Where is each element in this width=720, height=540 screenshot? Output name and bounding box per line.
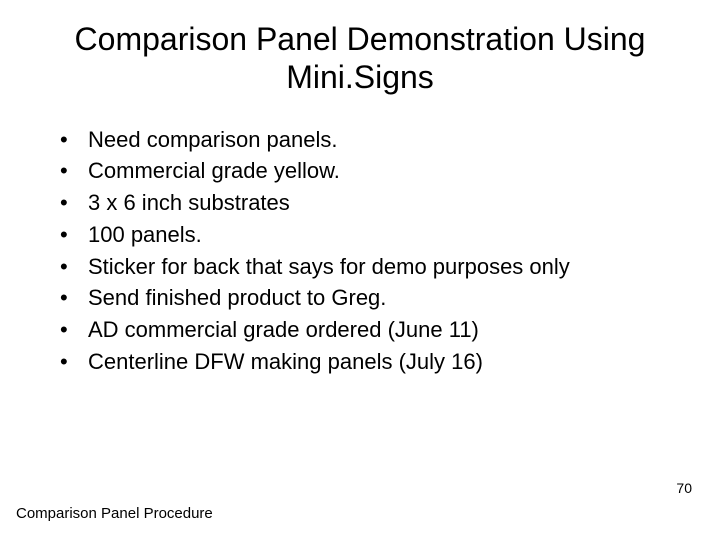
- list-item: 100 panels.: [60, 220, 680, 250]
- list-item: Send finished product to Greg.: [60, 283, 680, 313]
- page-number: 70: [676, 480, 692, 496]
- list-item: Centerline DFW making panels (July 16): [60, 347, 680, 377]
- list-item: Sticker for back that says for demo purp…: [60, 252, 680, 282]
- slide-title: Comparison Panel Demonstration Using Min…: [40, 20, 680, 97]
- list-item: 3 x 6 inch substrates: [60, 188, 680, 218]
- bullet-list: Need comparison panels. Commercial grade…: [40, 125, 680, 377]
- slide-container: Comparison Panel Demonstration Using Min…: [0, 0, 720, 540]
- list-item: Commercial grade yellow.: [60, 156, 680, 186]
- list-item: AD commercial grade ordered (June 11): [60, 315, 680, 345]
- footer-text: Comparison Panel Procedure: [16, 505, 213, 522]
- list-item: Need comparison panels.: [60, 125, 680, 155]
